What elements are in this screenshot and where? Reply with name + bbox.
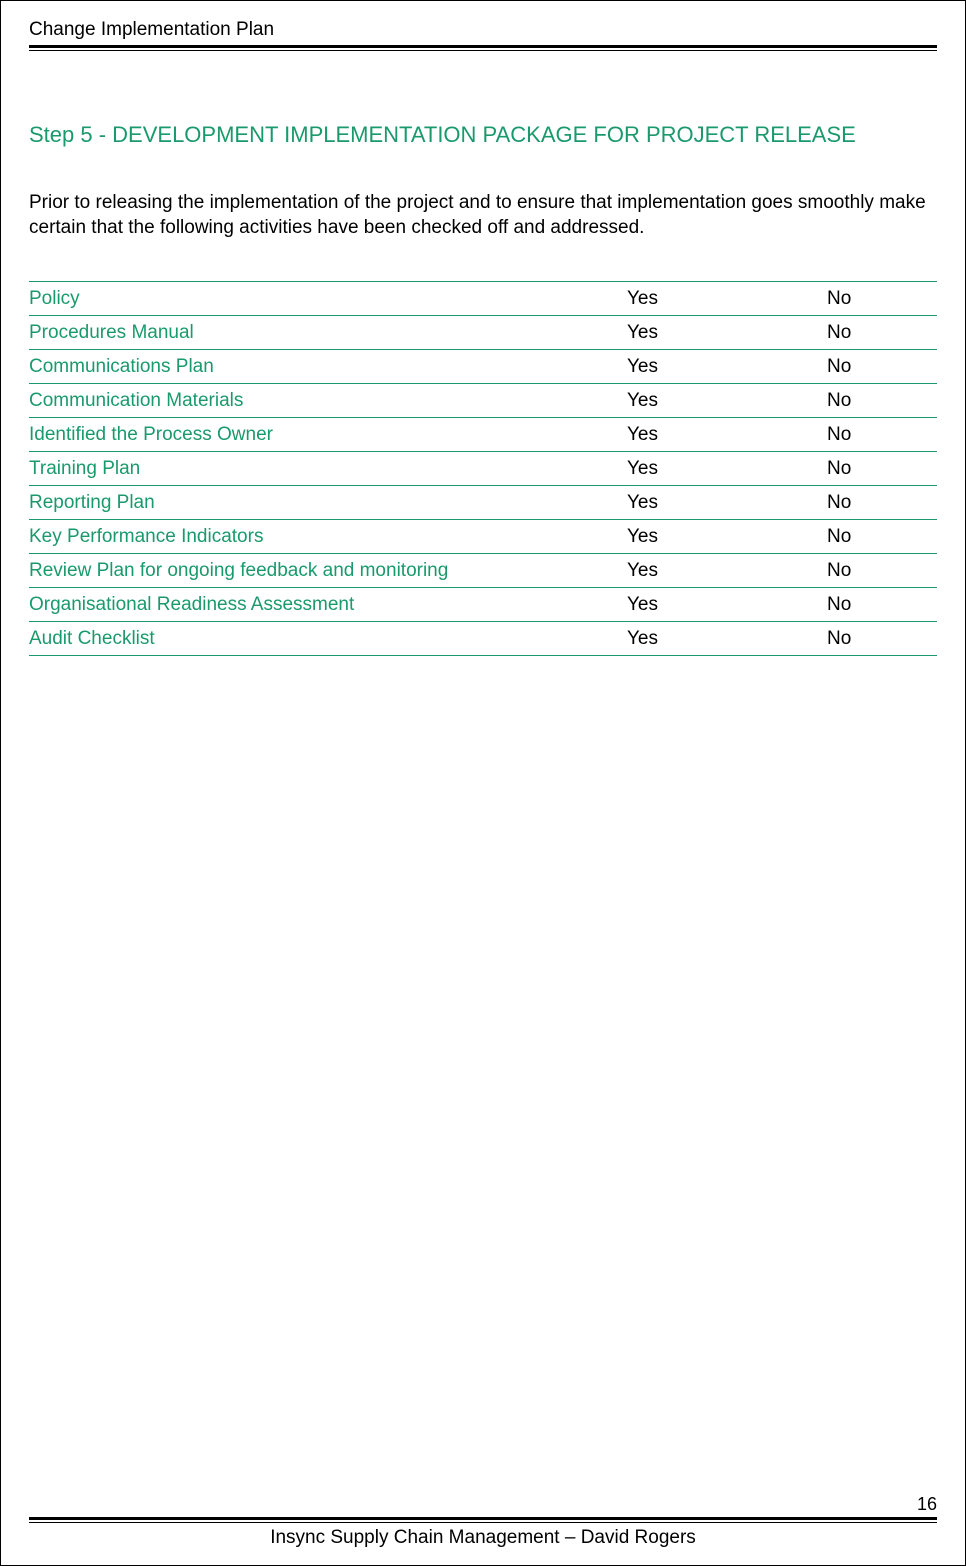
checklist-yes[interactable]: Yes [627,526,827,548]
checklist-yes[interactable]: Yes [627,628,827,650]
intro-paragraph: Prior to releasing the implementation of… [29,190,937,241]
checklist-item-label: Communications Plan [29,356,627,378]
step-title: Step 5 - DEVELOPMENT IMPLEMENTATION PACK… [29,121,937,150]
checklist-no[interactable]: No [827,288,937,310]
page-content: Step 5 - DEVELOPMENT IMPLEMENTATION PACK… [29,51,937,656]
checklist-no[interactable]: No [827,390,937,412]
checklist-no[interactable]: No [827,628,937,650]
checklist-yes[interactable]: Yes [627,390,827,412]
checklist-no[interactable]: No [827,560,937,582]
checklist-yes[interactable]: Yes [627,560,827,582]
checklist-no[interactable]: No [827,594,937,616]
checklist-row: Procedures ManualYesNo [29,316,937,350]
checklist-row: Review Plan for ongoing feedback and mon… [29,554,937,588]
checklist-no[interactable]: No [827,492,937,514]
checklist-no[interactable]: No [827,356,937,378]
checklist-no[interactable]: No [827,458,937,480]
document-page: Change Implementation Plan Step 5 - DEVE… [1,1,965,1565]
checklist-row: Communication MaterialsYesNo [29,384,937,418]
checklist-yes[interactable]: Yes [627,356,827,378]
checklist-row: Audit ChecklistYesNo [29,622,937,656]
checklist-yes[interactable]: Yes [627,492,827,514]
page-header: Change Implementation Plan [29,19,937,51]
checklist-item-label: Audit Checklist [29,628,627,650]
checklist-item-label: Training Plan [29,458,627,480]
checklist-yes[interactable]: Yes [627,322,827,344]
checklist-yes[interactable]: Yes [627,424,827,446]
checklist-row: Identified the Process OwnerYesNo [29,418,937,452]
page-footer: 16 Insync Supply Chain Management – Davi… [29,1494,937,1549]
checklist-yes[interactable]: Yes [627,594,827,616]
checklist-item-label: Reporting Plan [29,492,627,514]
header-title: Change Implementation Plan [29,19,937,45]
checklist-no[interactable]: No [827,424,937,446]
footer-rule-thick [29,1517,937,1520]
checklist-item-label: Procedures Manual [29,322,627,344]
header-rule-thick [29,45,937,48]
checklist-row: Training PlanYesNo [29,452,937,486]
checklist-row: Reporting PlanYesNo [29,486,937,520]
checklist-no[interactable]: No [827,322,937,344]
checklist-no[interactable]: No [827,526,937,548]
footer-text: Insync Supply Chain Management – David R… [29,1523,937,1549]
page-number: 16 [29,1494,937,1515]
checklist-yes[interactable]: Yes [627,288,827,310]
checklist-row: Communications PlanYesNo [29,350,937,384]
checklist-item-label: Identified the Process Owner [29,424,627,446]
checklist-yes[interactable]: Yes [627,458,827,480]
checklist-item-label: Key Performance Indicators [29,526,627,548]
checklist-row: PolicyYesNo [29,281,937,316]
checklist-table: PolicyYesNoProcedures ManualYesNoCommuni… [29,281,937,656]
checklist-row: Organisational Readiness AssessmentYesNo [29,588,937,622]
checklist-row: Key Performance IndicatorsYesNo [29,520,937,554]
checklist-item-label: Review Plan for ongoing feedback and mon… [29,560,627,582]
checklist-item-label: Communication Materials [29,390,627,412]
checklist-item-label: Policy [29,288,627,310]
checklist-item-label: Organisational Readiness Assessment [29,594,627,616]
